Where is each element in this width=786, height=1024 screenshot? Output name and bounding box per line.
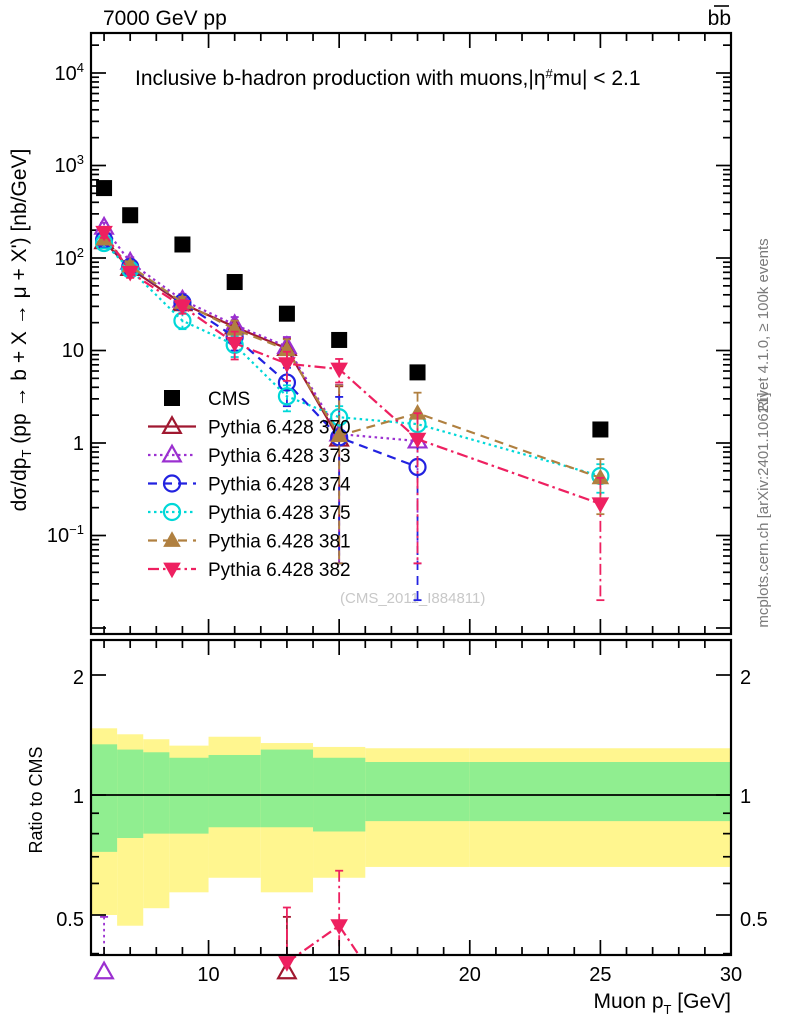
svg-text:2: 2 <box>73 667 84 689</box>
legend-label: Pythia 6.428 374 <box>208 475 351 496</box>
ratio-band-inner <box>117 749 144 839</box>
ratio-y-tick-labels-left: 2 1 0.5 <box>56 667 84 931</box>
x-axis-tick-labels: 10 15 20 25 30 <box>197 964 742 986</box>
x-tick-label: 20 <box>459 964 481 986</box>
ratio-data-point <box>276 960 298 980</box>
svg-text:1: 1 <box>73 433 84 455</box>
legend-label: Pythia 6.428 381 <box>208 532 351 553</box>
main-panel: 104 103 102 10 1 10−1 Inclusive b-hadron… <box>47 31 733 636</box>
svg-text:1: 1 <box>73 786 84 808</box>
svg-text:103: 103 <box>55 152 84 177</box>
svg-text:bb: bb <box>708 7 731 30</box>
main-plot-background <box>91 33 731 634</box>
analysis-watermark: (CMS_2011_I884811) <box>340 590 485 607</box>
data-point <box>225 336 244 353</box>
data-point <box>225 319 244 336</box>
legend-marker <box>162 474 182 493</box>
data-point <box>277 387 297 406</box>
data-point <box>278 340 296 357</box>
data-point <box>278 305 295 322</box>
series-pythia-6-428-382 <box>95 225 610 602</box>
legend-item-pythia-6-428-374[interactable]: Pythia 6.428 374 <box>148 474 351 496</box>
legend-label: CMS <box>208 389 250 410</box>
series-line <box>103 238 601 479</box>
ratio-band-inner <box>143 752 170 834</box>
mcplots-note: mcplots.cern.ch [arXiv:2401.10621] <box>755 392 772 627</box>
x-tick-label: 30 <box>720 964 742 986</box>
data-point <box>226 274 243 291</box>
legend-label: Pythia 6.428 373 <box>208 446 351 467</box>
svg-text:1: 1 <box>740 786 751 808</box>
ratio-plot-frame <box>89 638 733 957</box>
legend-item-pythia-6-428-370[interactable]: Pythia 6.428 370 <box>148 415 351 439</box>
ratio-uncertainty-bands <box>91 728 731 926</box>
x-tick-label: 25 <box>589 964 611 986</box>
legend-marker <box>161 415 183 434</box>
x-axis-label: Muon pT [GeV] <box>593 990 731 1017</box>
svg-text:0.5: 0.5 <box>56 909 84 931</box>
svg-text:10: 10 <box>62 340 84 362</box>
legend-marker <box>163 531 181 547</box>
data-point <box>121 265 139 282</box>
legend-marker <box>162 502 182 522</box>
ratio-data-point <box>93 960 115 980</box>
data-point <box>591 468 610 485</box>
legend-item-pythia-6-428-382[interactable]: Pythia 6.428 382 <box>148 560 351 581</box>
ratio-band-inner <box>208 754 261 828</box>
svg-text:10−1: 10−1 <box>47 522 84 547</box>
main-y-axis-label: dσ/dpT (pp → b + X → μ + X') [nb/GeV] <box>8 149 34 512</box>
svg-text:dσ/dpT (pp → b + X → μ + X') [: dσ/dpT (pp → b + X → μ + X') [nb/GeV] <box>8 149 34 512</box>
legend-item-pythia-6-428-381[interactable]: Pythia 6.428 381 <box>148 531 351 553</box>
series-cms <box>96 180 609 438</box>
data-point <box>96 180 113 197</box>
data-point <box>409 364 426 381</box>
data-point <box>330 362 348 379</box>
series-line <box>103 231 601 505</box>
process-label: bb <box>708 5 731 30</box>
ratio-y-tick-labels-right: 2 1 0.5 <box>740 667 768 931</box>
legend-marker <box>163 562 181 579</box>
ratio-band-inner <box>365 761 470 822</box>
ratio-panel: 2 1 0.5 2 1 0.5 Ratio to CMS <box>26 638 768 980</box>
svg-text:0.5: 0.5 <box>740 909 768 931</box>
legend: CMS Pythia 6.428 370 Pythia 6.428 373 Pythi… <box>148 389 351 581</box>
x-tick-label: 10 <box>197 964 219 986</box>
data-point <box>330 426 348 443</box>
data-point <box>331 331 348 348</box>
data-point <box>122 207 139 224</box>
x-tick-label: 15 <box>328 964 350 986</box>
ratio-band-inner <box>260 749 314 828</box>
main-plot-title: Inclusive b-hadron production with muons… <box>135 66 641 90</box>
legend-item-cms[interactable]: CMS <box>164 389 250 410</box>
legend-item-pythia-6-428-373[interactable]: Pythia 6.428 373 <box>148 443 351 467</box>
data-point <box>591 497 610 514</box>
data-point <box>592 421 609 438</box>
legend-marker <box>164 390 180 406</box>
svg-text:102: 102 <box>55 245 84 270</box>
data-point <box>408 432 427 449</box>
data-point <box>408 403 427 420</box>
main-axis-ticks <box>91 33 732 634</box>
legend-item-pythia-6-428-375[interactable]: Pythia 6.428 375 <box>148 502 351 524</box>
data-point <box>173 299 192 316</box>
main-series-layer <box>93 180 610 602</box>
ratio-band-inner <box>469 761 731 822</box>
main-y-tick-labels: 104 103 102 10 1 10−1 <box>47 60 84 547</box>
data-point <box>95 225 113 242</box>
legend-label: Pythia 6.428 375 <box>208 503 351 524</box>
legend-marker <box>161 443 183 463</box>
svg-text:2: 2 <box>740 667 751 689</box>
legend-label: Pythia 6.428 382 <box>208 560 351 581</box>
ratio-y-axis-label: Ratio to CMS <box>26 746 46 853</box>
rivet-version-note: Rivet 4.1.0, ≥ 100k events <box>755 238 772 411</box>
svg-text:104: 104 <box>55 60 84 85</box>
main-plot-frame <box>89 31 733 636</box>
ratio-band-inner <box>91 744 118 852</box>
beam-energy-label: 7000 GeV pp <box>103 7 227 30</box>
data-point <box>174 236 191 253</box>
legend-label: Pythia 6.428 370 <box>208 418 351 439</box>
data-point <box>278 357 296 373</box>
